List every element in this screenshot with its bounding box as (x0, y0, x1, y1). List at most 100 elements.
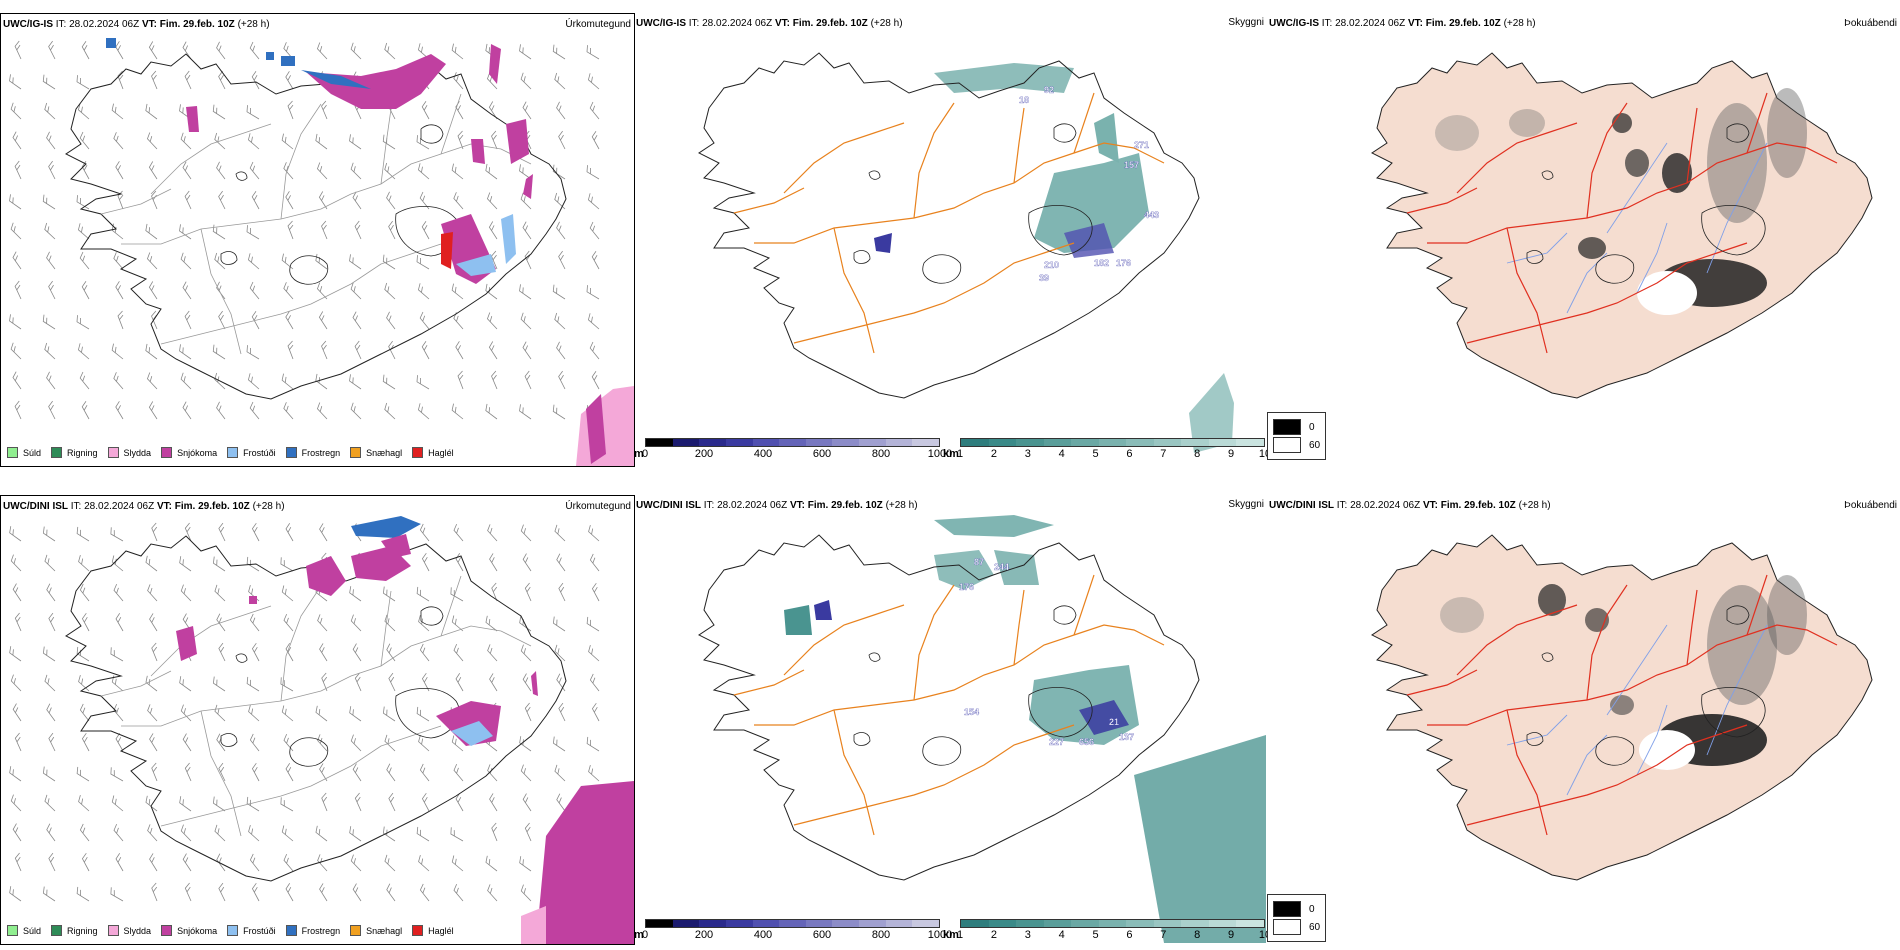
wind-barb (558, 370, 566, 390)
legend-item: Súld (7, 447, 41, 458)
wind-barb (10, 794, 22, 812)
wind-barb (519, 164, 532, 180)
panel-title: Þokuábendi (1844, 500, 1897, 511)
wind-barb (14, 40, 22, 60)
legend-item: Snæhagl (350, 925, 402, 936)
wind-barb (113, 132, 124, 150)
wind-barb (79, 131, 90, 150)
wind-barb (352, 643, 362, 662)
wind-barb (145, 223, 158, 240)
cloud-base-labels: 137 656 227 21 176 244 154 87 (959, 557, 1134, 747)
wind-barb (12, 251, 22, 270)
fog-index-panel-row2: UWC/DINI ISL IT: 28.02.2024 06Z VT: Fim.… (1267, 495, 1900, 943)
legend-item: Snjókoma (161, 447, 217, 458)
wind-barb (179, 796, 192, 812)
wind-barb (111, 103, 124, 120)
wind-barb (520, 884, 532, 902)
wind-barb (318, 191, 328, 210)
roads (1406, 574, 1838, 836)
wind-barb (285, 191, 294, 210)
wind-barb (81, 732, 90, 752)
legend-swatch (227, 925, 239, 936)
wind-barb (42, 314, 56, 330)
wind-barb (281, 133, 294, 150)
visibility-unit: km (943, 448, 959, 460)
visibility-areas (874, 63, 1234, 453)
wind-barb (586, 165, 600, 180)
wind-barb (382, 374, 396, 390)
cloud-base-label: 176 (1116, 258, 1131, 268)
iceland-map (9, 516, 634, 944)
wind-barb (148, 281, 158, 300)
wind-barb (151, 882, 158, 902)
wind-barb (281, 705, 294, 722)
wind-barb (417, 163, 430, 180)
wind-barb (214, 252, 226, 270)
legend-label: Rigning (67, 925, 98, 936)
wind-barb (180, 252, 192, 270)
colorbar-tick: 5 (1092, 929, 1099, 941)
wind-barb (489, 793, 498, 812)
wind-barb (42, 526, 56, 542)
wind-barb (48, 612, 56, 632)
wind-barb (251, 882, 260, 902)
visibility-colorbar-ticks: 1 2 3 4 5 6 7 8 9 10 (957, 447, 1271, 460)
wind-barb (249, 733, 260, 752)
wind-barb (455, 101, 464, 120)
wind-barb (591, 370, 600, 390)
wind-barb (519, 284, 532, 300)
wind-barb (115, 281, 124, 300)
colorbar-cell (752, 920, 780, 927)
fog-index-legend: 0 60 (1267, 894, 1327, 942)
wind-barb (283, 162, 294, 180)
wind-barb (488, 341, 498, 360)
wind-barb (14, 852, 22, 872)
wind-barb (280, 797, 294, 812)
wind-barb (10, 342, 22, 360)
wind-barb (115, 401, 124, 420)
legend-label: Súld (23, 447, 42, 458)
wind-barb (246, 225, 260, 240)
colorbar-tick: 2 (990, 929, 997, 941)
legend-swatch (412, 447, 424, 458)
panel-header: UWC/DINI ISL IT: 28.02.2024 06Z VT: Fim.… (1269, 500, 1551, 511)
wind-barb (285, 643, 294, 662)
wind-barb (554, 524, 566, 542)
wind-barb (453, 883, 464, 902)
wind-barb (453, 643, 464, 662)
colorbar-cell (988, 920, 1017, 927)
wind-barb (216, 613, 226, 632)
wind-barb (554, 312, 566, 330)
colorbar-cell (1208, 920, 1237, 927)
ceiling-unit: m (634, 929, 644, 941)
colorbar-cell (779, 439, 806, 446)
wind-barb (44, 222, 56, 240)
wind-barb (384, 42, 396, 60)
wind-barb (214, 584, 226, 602)
wind-barb (453, 72, 464, 90)
colorbar-tick: 0 (641, 448, 649, 460)
wind-barb (248, 825, 260, 842)
wind-barb (81, 612, 90, 632)
iceland-map (1371, 534, 1873, 881)
colorbar-tick: 6 (1126, 929, 1133, 941)
wind-barb (218, 310, 226, 330)
wind-barb (349, 826, 362, 842)
wind-barb (10, 222, 22, 240)
legend-label: Slydda (123, 925, 152, 936)
wind-barb (285, 311, 294, 330)
wind-barb (421, 220, 430, 240)
wind-barb (216, 401, 226, 420)
wind-barb (180, 372, 192, 390)
wind-barb (113, 583, 124, 602)
colorbar-cell (1043, 920, 1072, 927)
wind-barb (76, 526, 90, 542)
cloud-base-label: 21 (1109, 717, 1119, 727)
wind-barb (486, 192, 498, 210)
wind-barb (48, 400, 56, 420)
cloud-base-label: 210 (1044, 260, 1059, 270)
ceiling-unit: m (634, 448, 644, 460)
wind-barb (350, 42, 362, 60)
wind-barb (352, 191, 362, 210)
colorbar-cell (805, 920, 833, 927)
